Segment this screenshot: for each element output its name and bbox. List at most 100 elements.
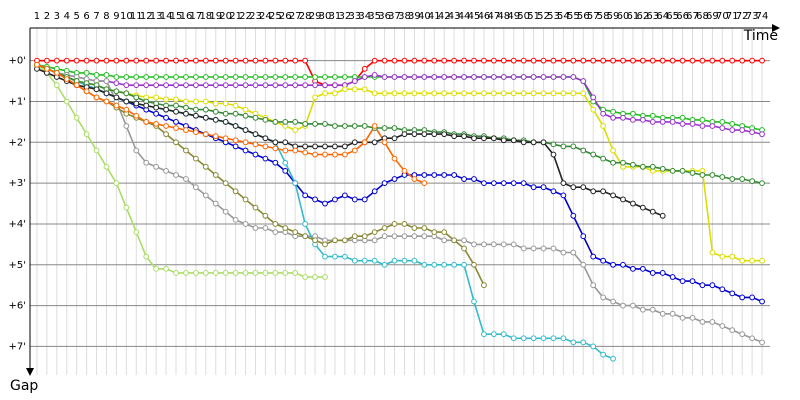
lap-marker: [73, 82, 80, 89]
lap-marker: [600, 57, 607, 64]
lap-marker: [163, 167, 169, 174]
lap-marker: [192, 98, 199, 105]
lap-marker: [520, 245, 527, 252]
lap-marker: [729, 327, 736, 333]
lap-marker: [719, 323, 726, 329]
lap-marker: [590, 94, 597, 101]
lap-marker: [143, 253, 150, 260]
lap-marker: [123, 74, 130, 80]
lap-marker: [242, 221, 249, 227]
lap-marker: [709, 249, 716, 256]
lap-marker: [212, 172, 219, 178]
lap-marker: [183, 98, 189, 105]
x-tick-label: 49: [507, 11, 520, 22]
lap-marker: [570, 143, 577, 150]
lap-marker: [391, 257, 398, 264]
lap-marker: [322, 90, 328, 97]
lap-marker: [371, 90, 378, 97]
lap-marker: [222, 118, 229, 125]
lap-marker: [63, 98, 70, 105]
lap-marker: [411, 176, 418, 182]
lap-marker: [401, 90, 408, 97]
lap-marker: [232, 143, 239, 150]
lap-marker: [610, 355, 616, 362]
lap-marker: [153, 110, 160, 117]
lap-marker: [490, 241, 497, 248]
lap-marker: [232, 216, 239, 223]
lap-marker: [173, 172, 179, 178]
lap-marker: [282, 82, 289, 89]
lap-marker: [242, 74, 249, 80]
lap-marker: [630, 302, 636, 309]
lap-marker: [639, 306, 646, 313]
lap-marker: [332, 74, 338, 80]
x-tick-label: 14: [160, 11, 173, 22]
lap-marker: [282, 225, 289, 231]
lap-marker: [630, 110, 636, 117]
lap-marker: [490, 90, 497, 97]
lap-marker: [381, 233, 388, 240]
lap-marker: [113, 80, 120, 87]
lap-marker: [222, 100, 229, 107]
lap-marker: [123, 106, 130, 113]
lap-marker: [262, 155, 269, 162]
lap-marker: [689, 278, 696, 285]
lap-marker: [312, 143, 318, 150]
lap-marker: [600, 294, 607, 301]
lap-marker: [302, 74, 309, 80]
lap-marker: [252, 141, 259, 148]
lap-marker: [600, 110, 607, 117]
lap-marker: [471, 176, 477, 182]
lap-marker: [252, 270, 259, 276]
lap-marker: [610, 57, 616, 64]
lap-marker: [590, 282, 597, 289]
lap-marker: [580, 147, 587, 154]
lap-marker: [520, 335, 527, 342]
lap-marker: [212, 100, 219, 107]
lap-marker: [73, 57, 80, 64]
lap-marker: [580, 339, 587, 346]
lap-marker: [490, 74, 497, 80]
lap-marker: [649, 270, 656, 276]
lap-marker: [431, 261, 438, 268]
lap-marker: [639, 204, 646, 211]
x-axis-title: Time: [743, 28, 778, 44]
lap-marker: [183, 57, 189, 64]
lap-marker: [669, 310, 676, 317]
lap-marker: [242, 127, 249, 133]
lap-marker: [471, 261, 477, 268]
lap-marker: [451, 74, 458, 80]
x-tick-label: 54: [557, 11, 570, 22]
y-tick-label: +0': [9, 56, 27, 67]
lap-marker: [739, 57, 746, 64]
lap-marker: [401, 221, 408, 227]
lap-marker: [192, 82, 199, 89]
lap-marker: [332, 237, 338, 244]
lap-marker: [183, 127, 189, 133]
lap-marker: [83, 57, 90, 64]
lap-marker: [272, 159, 279, 166]
lap-marker: [441, 57, 448, 64]
lap-marker: [322, 74, 328, 80]
lap-marker: [381, 261, 388, 268]
lap-marker: [93, 86, 100, 93]
lap-marker: [381, 139, 388, 146]
x-tick-label: 12: [140, 11, 153, 22]
lap-marker: [560, 335, 567, 342]
lap-marker: [560, 57, 567, 64]
lap-marker: [183, 110, 189, 117]
lap-marker: [302, 192, 309, 199]
lap-marker: [332, 151, 338, 158]
lap-marker: [312, 196, 318, 203]
lap-marker: [341, 253, 348, 260]
lap-marker: [272, 74, 279, 80]
lap-marker: [332, 123, 338, 129]
lap-marker: [421, 180, 428, 187]
lap-marker: [729, 176, 736, 182]
lap-marker: [351, 78, 358, 84]
lap-marker: [421, 131, 428, 138]
lap-marker: [560, 90, 567, 97]
x-tick-label: 42: [438, 11, 451, 22]
lap-marker: [113, 74, 120, 80]
lap-marker: [600, 123, 607, 129]
